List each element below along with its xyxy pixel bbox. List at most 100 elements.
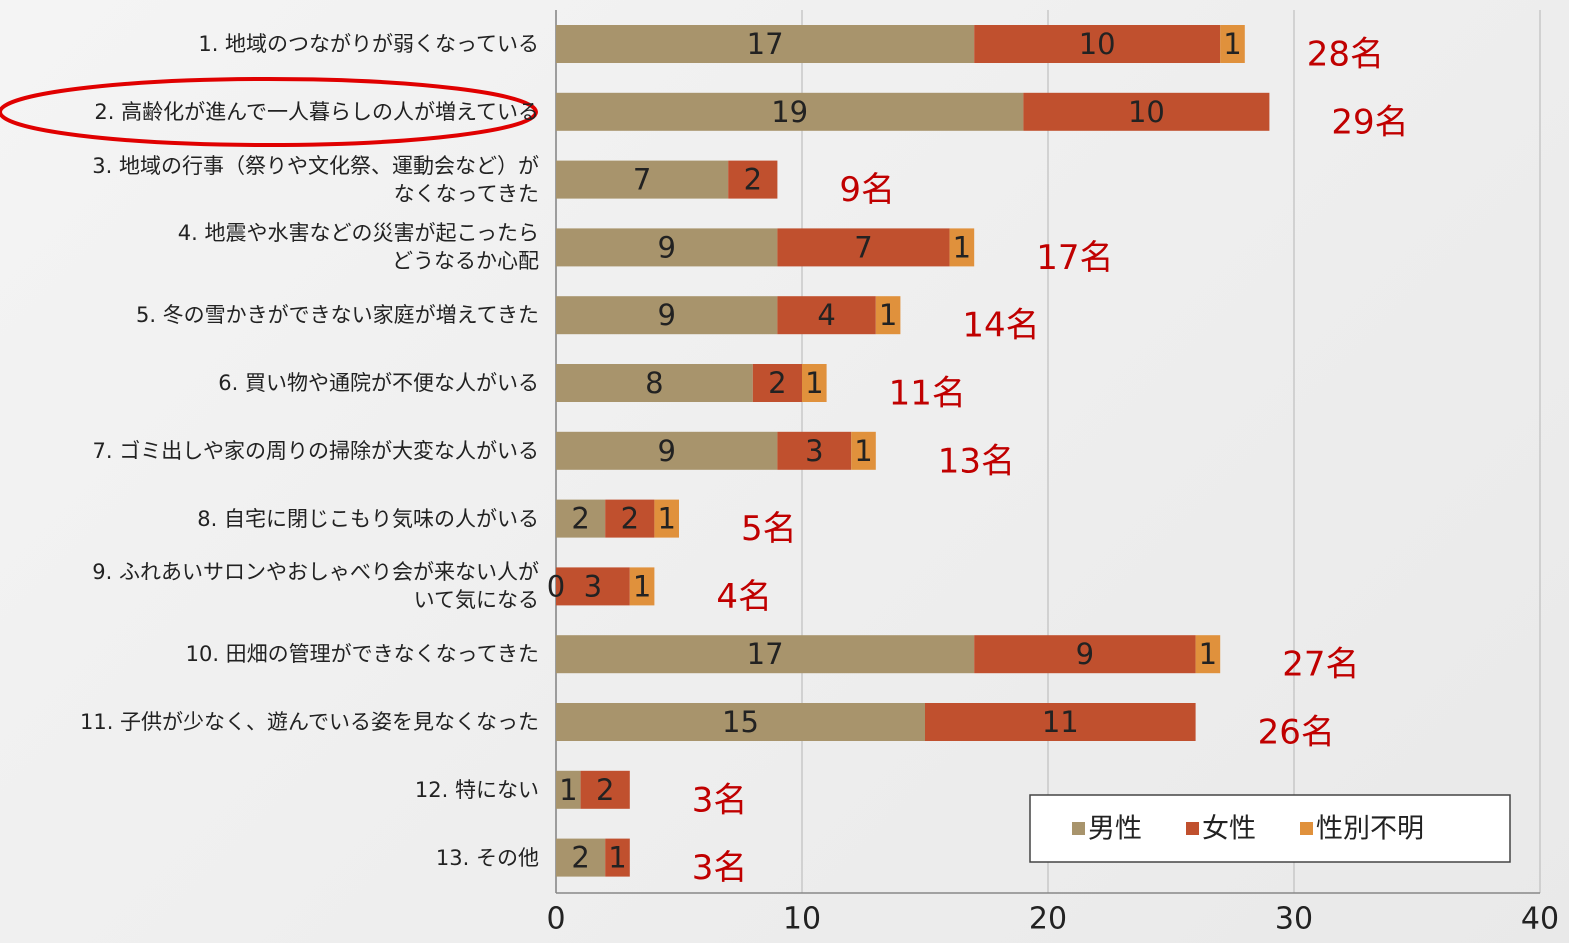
y-tick-label: 2. 高齢化が進んで一人暮らしの人が増えている (94, 99, 539, 124)
legend-label: 性別不明 (1316, 814, 1424, 845)
y-tick-label: 4. 地震や水害などの災害が起こったら どうなるか心配 (177, 221, 539, 274)
data-label: 2 (596, 773, 614, 807)
y-tick-label: 12. 特にない (414, 777, 539, 802)
data-label: 2 (571, 502, 589, 536)
bar-segment (1220, 25, 1245, 63)
data-label: 9 (657, 298, 675, 332)
legend-swatch (1072, 822, 1085, 835)
total-label: 17名 (1036, 238, 1113, 278)
data-label: 1 (1223, 27, 1241, 61)
total-label: 3名 (692, 848, 748, 888)
total-label: 9名 (839, 170, 895, 210)
bar-segment (556, 567, 630, 606)
bar-segment (875, 296, 901, 335)
data-label: 19 (771, 95, 808, 129)
bar-segment (556, 838, 606, 877)
x-tick-label: 10 (783, 902, 821, 937)
x-tick-label: 40 (1521, 902, 1559, 937)
data-label: 1 (608, 841, 626, 875)
total-label: 5名 (741, 509, 797, 549)
total-label: 26名 (1258, 713, 1335, 753)
total-label: 11名 (889, 374, 966, 414)
total-label: 13名 (938, 441, 1015, 481)
bar-segment (556, 296, 778, 335)
y-tick-label: 3. 地域の行事（祭りや文化祭、運動会など）が なくなってきた (92, 153, 539, 206)
legend-swatch (1186, 822, 1199, 835)
legend-swatch (1300, 822, 1313, 835)
bar-segment (1195, 635, 1221, 674)
x-tick-label: 30 (1275, 902, 1313, 937)
bar-segment (974, 635, 1196, 674)
bar-segment (556, 92, 1024, 131)
total-label: 14名 (962, 306, 1039, 346)
legend-label: 女性 (1202, 814, 1256, 845)
data-label: 2 (571, 841, 589, 875)
bar-segment (974, 25, 1221, 63)
data-label: 15 (722, 705, 759, 739)
bar-segment (777, 296, 876, 335)
data-label: 9 (1076, 637, 1094, 671)
y-tick-label: 8. 自宅に閉じこもり気味の人がいる (197, 506, 539, 531)
total-label: 27名 (1282, 645, 1359, 685)
y-tick-label: 9. ふれあいサロンやおしゃべり会が来ない人が いて気になる (92, 560, 539, 613)
data-label: 2 (744, 163, 762, 197)
total-label: 4名 (716, 577, 772, 617)
data-label: 1 (559, 773, 577, 807)
y-tick-label: 5. 冬の雪かきができない家庭が増えてきた (135, 303, 539, 328)
data-label: 10 (1079, 27, 1116, 61)
y-tick-label: 6. 買い物や通院が不便な人がいる (218, 371, 539, 395)
bar-segment (605, 838, 630, 877)
bar-segment (851, 431, 876, 470)
bar-segment (605, 499, 655, 538)
data-label: 0 (547, 569, 565, 603)
data-label: 17 (747, 637, 784, 671)
bar-segment (556, 228, 778, 267)
total-label: 29名 (1331, 102, 1408, 142)
bar-segment (1023, 92, 1270, 131)
data-label: 1 (633, 569, 651, 603)
data-label: 7 (854, 230, 872, 264)
data-label: 9 (657, 434, 675, 468)
data-label: 3 (805, 434, 823, 468)
data-label: 3 (584, 569, 602, 603)
data-label: 17 (747, 27, 784, 61)
bar-segment (802, 364, 827, 402)
data-label: 11 (1042, 705, 1079, 739)
total-label: 28名 (1307, 35, 1384, 75)
data-label: 1 (657, 502, 675, 536)
data-label: 9 (657, 230, 675, 264)
bar-segment (752, 364, 802, 402)
y-tick-label: 7. ゴミ出しや家の周りの掃除が大変な人がいる (92, 438, 540, 463)
y-tick-label: 1. 地域のつながりが弱くなっている (198, 32, 539, 56)
bar-segment (556, 25, 975, 63)
x-tick-label: 0 (546, 902, 565, 937)
data-label: 7 (633, 163, 651, 197)
data-label: 1 (854, 434, 872, 468)
data-label: 2 (768, 366, 786, 400)
x-tick-label: 20 (1029, 902, 1067, 937)
total-label: 3名 (692, 780, 748, 820)
bar-segment (777, 431, 852, 470)
data-label: 1 (879, 298, 897, 332)
bar-segment (654, 499, 679, 538)
bar-segment (556, 364, 753, 402)
data-label: 8 (645, 366, 663, 400)
data-label: 1 (805, 366, 823, 400)
highlight-circle (0, 77, 538, 147)
y-tick-label: 11. 子供が少なく、遊んでいる姿を見なくなった (79, 710, 539, 734)
y-tick-label: 13. その他 (435, 845, 539, 870)
bar-segment (556, 431, 778, 470)
bars (555, 10, 1541, 894)
bar-segment (556, 770, 581, 809)
bar-segment (556, 160, 729, 199)
legend-label: 男性 (1088, 814, 1142, 845)
bar-segment (556, 703, 925, 741)
bar-segment (925, 703, 1196, 741)
bar-segment (949, 228, 975, 267)
data-label: 4 (817, 298, 835, 332)
bar-segment (556, 635, 975, 674)
y-tick-label: 10. 田畑の管理ができなくなってきた (185, 642, 539, 667)
